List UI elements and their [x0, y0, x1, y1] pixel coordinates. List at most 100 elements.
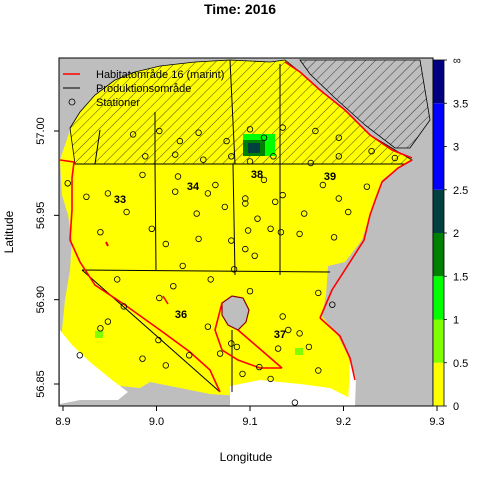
station-point [267, 375, 274, 383]
station-point [204, 323, 212, 330]
station-point [330, 234, 338, 241]
station-point [315, 367, 322, 374]
station-point [174, 173, 182, 180]
station-point [242, 195, 249, 202]
station-point [242, 245, 249, 253]
station-point [64, 180, 71, 187]
station-point [246, 288, 254, 295]
station-point [97, 325, 104, 332]
station-point [123, 208, 130, 216]
no-data-edge-s [230, 380, 350, 406]
area-label-34: 34 [187, 181, 200, 193]
habitat-spot-1 [105, 241, 109, 247]
station-point [391, 154, 399, 162]
station-point [155, 336, 162, 344]
station-point [279, 313, 286, 320]
hatched-land-ne [299, 59, 431, 149]
station-point [363, 183, 371, 190]
station-point [171, 151, 179, 158]
station-point [170, 283, 177, 290]
station-point [228, 237, 235, 244]
area-label-37: 37 [274, 329, 286, 341]
station-point [212, 181, 219, 189]
cell-lightgreen-se [295, 348, 303, 355]
colorbar-tick-label: 2 [453, 228, 459, 240]
station-point [260, 134, 268, 141]
y-axis-title: Latitude [2, 210, 16, 253]
colorbar-bin [433, 276, 444, 320]
cell-darkteal [248, 143, 260, 153]
colorbar-tick-label: 0.5 [453, 358, 468, 370]
station-point [277, 228, 285, 236]
x-axis: 8.9 9.0 9.1 9.2 9.3 [55, 406, 445, 428]
area-label-36: 36 [175, 309, 187, 321]
x-tick-label: 9.0 [149, 416, 164, 428]
station-point [315, 289, 322, 297]
habitat-spot-2 [162, 295, 169, 305]
station-point [329, 301, 336, 308]
station-point [228, 340, 235, 347]
station-point [129, 131, 137, 138]
station-point [207, 276, 214, 283]
island [221, 295, 250, 331]
y-axis: 56.85 56.90 56.95 57.00 [35, 117, 59, 398]
station-point [195, 129, 202, 136]
station-point [368, 147, 375, 155]
area-labels: 33 34 38 39 36 37 [114, 169, 336, 341]
station-point [291, 399, 299, 406]
station-point [104, 190, 112, 197]
colorbar-bin [433, 103, 444, 190]
station-point [200, 156, 207, 163]
colorbar-bin [433, 362, 444, 406]
station-point [335, 195, 342, 202]
colorbar-bin [433, 189, 444, 233]
legend: Habitatområde 16 (marint) Produktionsomr… [63, 69, 224, 109]
station-point [251, 252, 258, 259]
legend-label-stations: Stationer [96, 97, 140, 109]
cell-lightgreen-sw [95, 331, 103, 338]
no-data-edge-sw [60, 330, 128, 404]
colorbar-bin [433, 319, 444, 363]
station-point [239, 370, 246, 378]
chart-title: Time: 2016 [204, 1, 276, 17]
station-point [162, 240, 169, 248]
station-point [216, 350, 224, 357]
colorbar-tick-label: 1 [453, 315, 459, 327]
x-tick-label: 9.2 [336, 416, 351, 428]
station-point [242, 200, 249, 207]
legend-label-production: Produktionsområde [96, 83, 191, 95]
station-point [204, 190, 212, 197]
station-point [142, 153, 149, 160]
y-tick-label: 56.90 [35, 286, 47, 314]
station-point [195, 235, 202, 243]
station-point [345, 208, 352, 216]
x-tick-label: 9.3 [429, 416, 444, 428]
station-point [301, 210, 308, 217]
station-point [156, 127, 163, 135]
station-point [335, 134, 342, 141]
station-point [230, 266, 238, 273]
station-point [246, 126, 254, 133]
station-point [296, 230, 303, 238]
station-point [312, 127, 319, 135]
station-point [296, 330, 303, 337]
station-point [156, 294, 163, 302]
x-tick-label: 8.9 [55, 416, 70, 428]
station-point [162, 362, 169, 369]
y-tick-label: 57.00 [35, 117, 47, 145]
colorbar-tick-label: 3.5 [453, 98, 468, 110]
station-point [97, 228, 104, 236]
station-point [120, 303, 127, 310]
station-point [274, 345, 282, 352]
station-point [76, 352, 83, 359]
station-point [193, 210, 200, 217]
station-point [244, 227, 252, 234]
colorbar-tick-label: ∞ [453, 55, 461, 67]
area-label-38: 38 [251, 169, 263, 181]
area-label-33: 33 [114, 194, 126, 206]
station-point [139, 355, 146, 362]
colorbar: 0 0.5 1 1.5 2 2.5 3 3.5 ∞ [432, 55, 468, 413]
station-point [185, 352, 193, 359]
station-point [171, 188, 179, 195]
